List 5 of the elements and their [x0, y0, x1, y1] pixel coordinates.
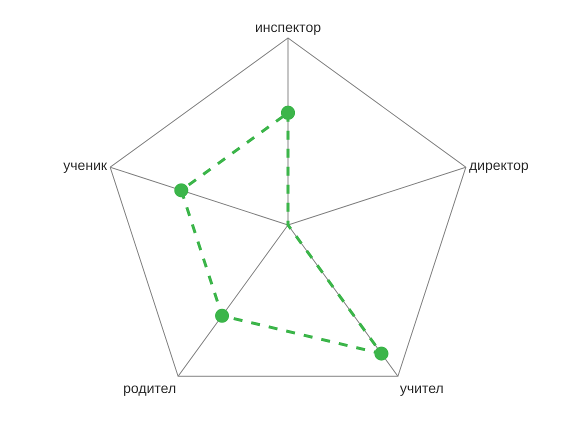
spoke-label: директор — [468, 156, 529, 173]
spoke-label: учител — [400, 380, 444, 396]
spoke-label: инспектор — [254, 18, 322, 35]
spoke-label: родител — [123, 380, 176, 396]
spoke-label: ученик — [63, 156, 108, 173]
